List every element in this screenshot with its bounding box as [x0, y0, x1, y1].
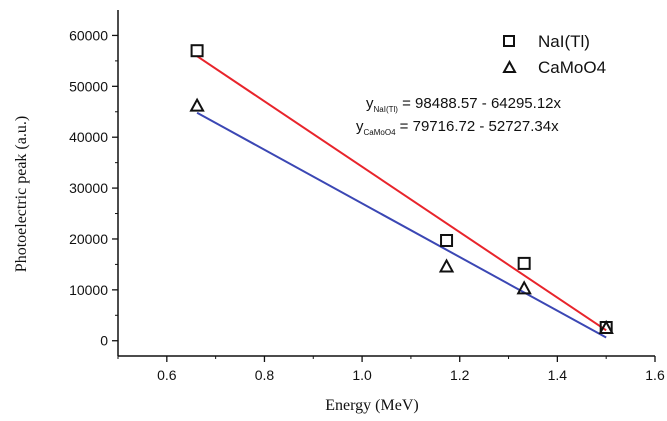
equation-nai: yNaI(Tl) = 98488.57 - 64295.12x [366, 95, 562, 114]
y-tick-label: 10000 [69, 282, 108, 298]
equation-nai-body: = 98488.57 - 64295.12x [398, 95, 562, 112]
equation-camoo4: yCaMoO4 = 79716.72 - 52727.34x [356, 118, 559, 137]
x-tick-label: 1.4 [548, 367, 568, 383]
legend: NaI(Tl) CaMoO4 [502, 32, 606, 77]
data-point-camoo4 [438, 258, 455, 273]
y-tick-label: 40000 [69, 129, 108, 145]
x-tick-label: 1.0 [352, 367, 372, 383]
y-axis-title: Photoelectric peak (a.u.) [13, 116, 30, 272]
y-tick-label: 50000 [69, 78, 108, 94]
equation-nai-sub: NaI(Tl) [374, 105, 399, 114]
fit-lines [196, 55, 607, 339]
x-tick-label: 1.2 [450, 367, 470, 383]
x-tick-label: 1.6 [645, 367, 665, 383]
equation-camoo4-sub: CaMoO4 [364, 128, 397, 137]
fit-line-nai [196, 55, 607, 332]
data-point-nai [440, 233, 454, 247]
legend-marker-camoo4 [502, 59, 517, 73]
fit-line-camoo4 [196, 111, 607, 339]
equation-camoo4-body: = 79716.72 - 52727.34x [396, 118, 560, 135]
y-tick-label: 30000 [69, 180, 108, 196]
y-tick-label: 60000 [69, 27, 108, 43]
data-point-nai [190, 44, 204, 58]
data-point-camoo4 [189, 97, 205, 112]
legend-label-camoo4: CaMoO4 [538, 58, 606, 77]
equation-camoo4-y: y [356, 118, 364, 135]
data-point-camoo4 [516, 280, 532, 295]
ticks: 0.6 0.8 1.0 1.2 1.4 1.6 0 10000 20000 30000 40000 5… [69, 27, 665, 383]
data-point-nai [517, 256, 531, 270]
x-tick-label: 0.8 [255, 367, 275, 383]
data-point-camoo4 [598, 319, 614, 335]
y-tick-label: 0 [100, 333, 108, 349]
legend-label-nai: NaI(Tl) [538, 32, 590, 51]
equation-nai-y: y [366, 95, 374, 112]
y-tick-label: 20000 [69, 231, 108, 247]
legend-marker-nai [503, 35, 515, 47]
x-axis-title: Energy (MeV) [325, 397, 418, 414]
x-tick-label: 0.6 [157, 367, 177, 383]
data-points [189, 44, 614, 335]
axes [117, 10, 655, 357]
fit-equations: yNaI(Tl) = 98488.57 - 64295.12x yCaMoO4 … [356, 95, 562, 137]
